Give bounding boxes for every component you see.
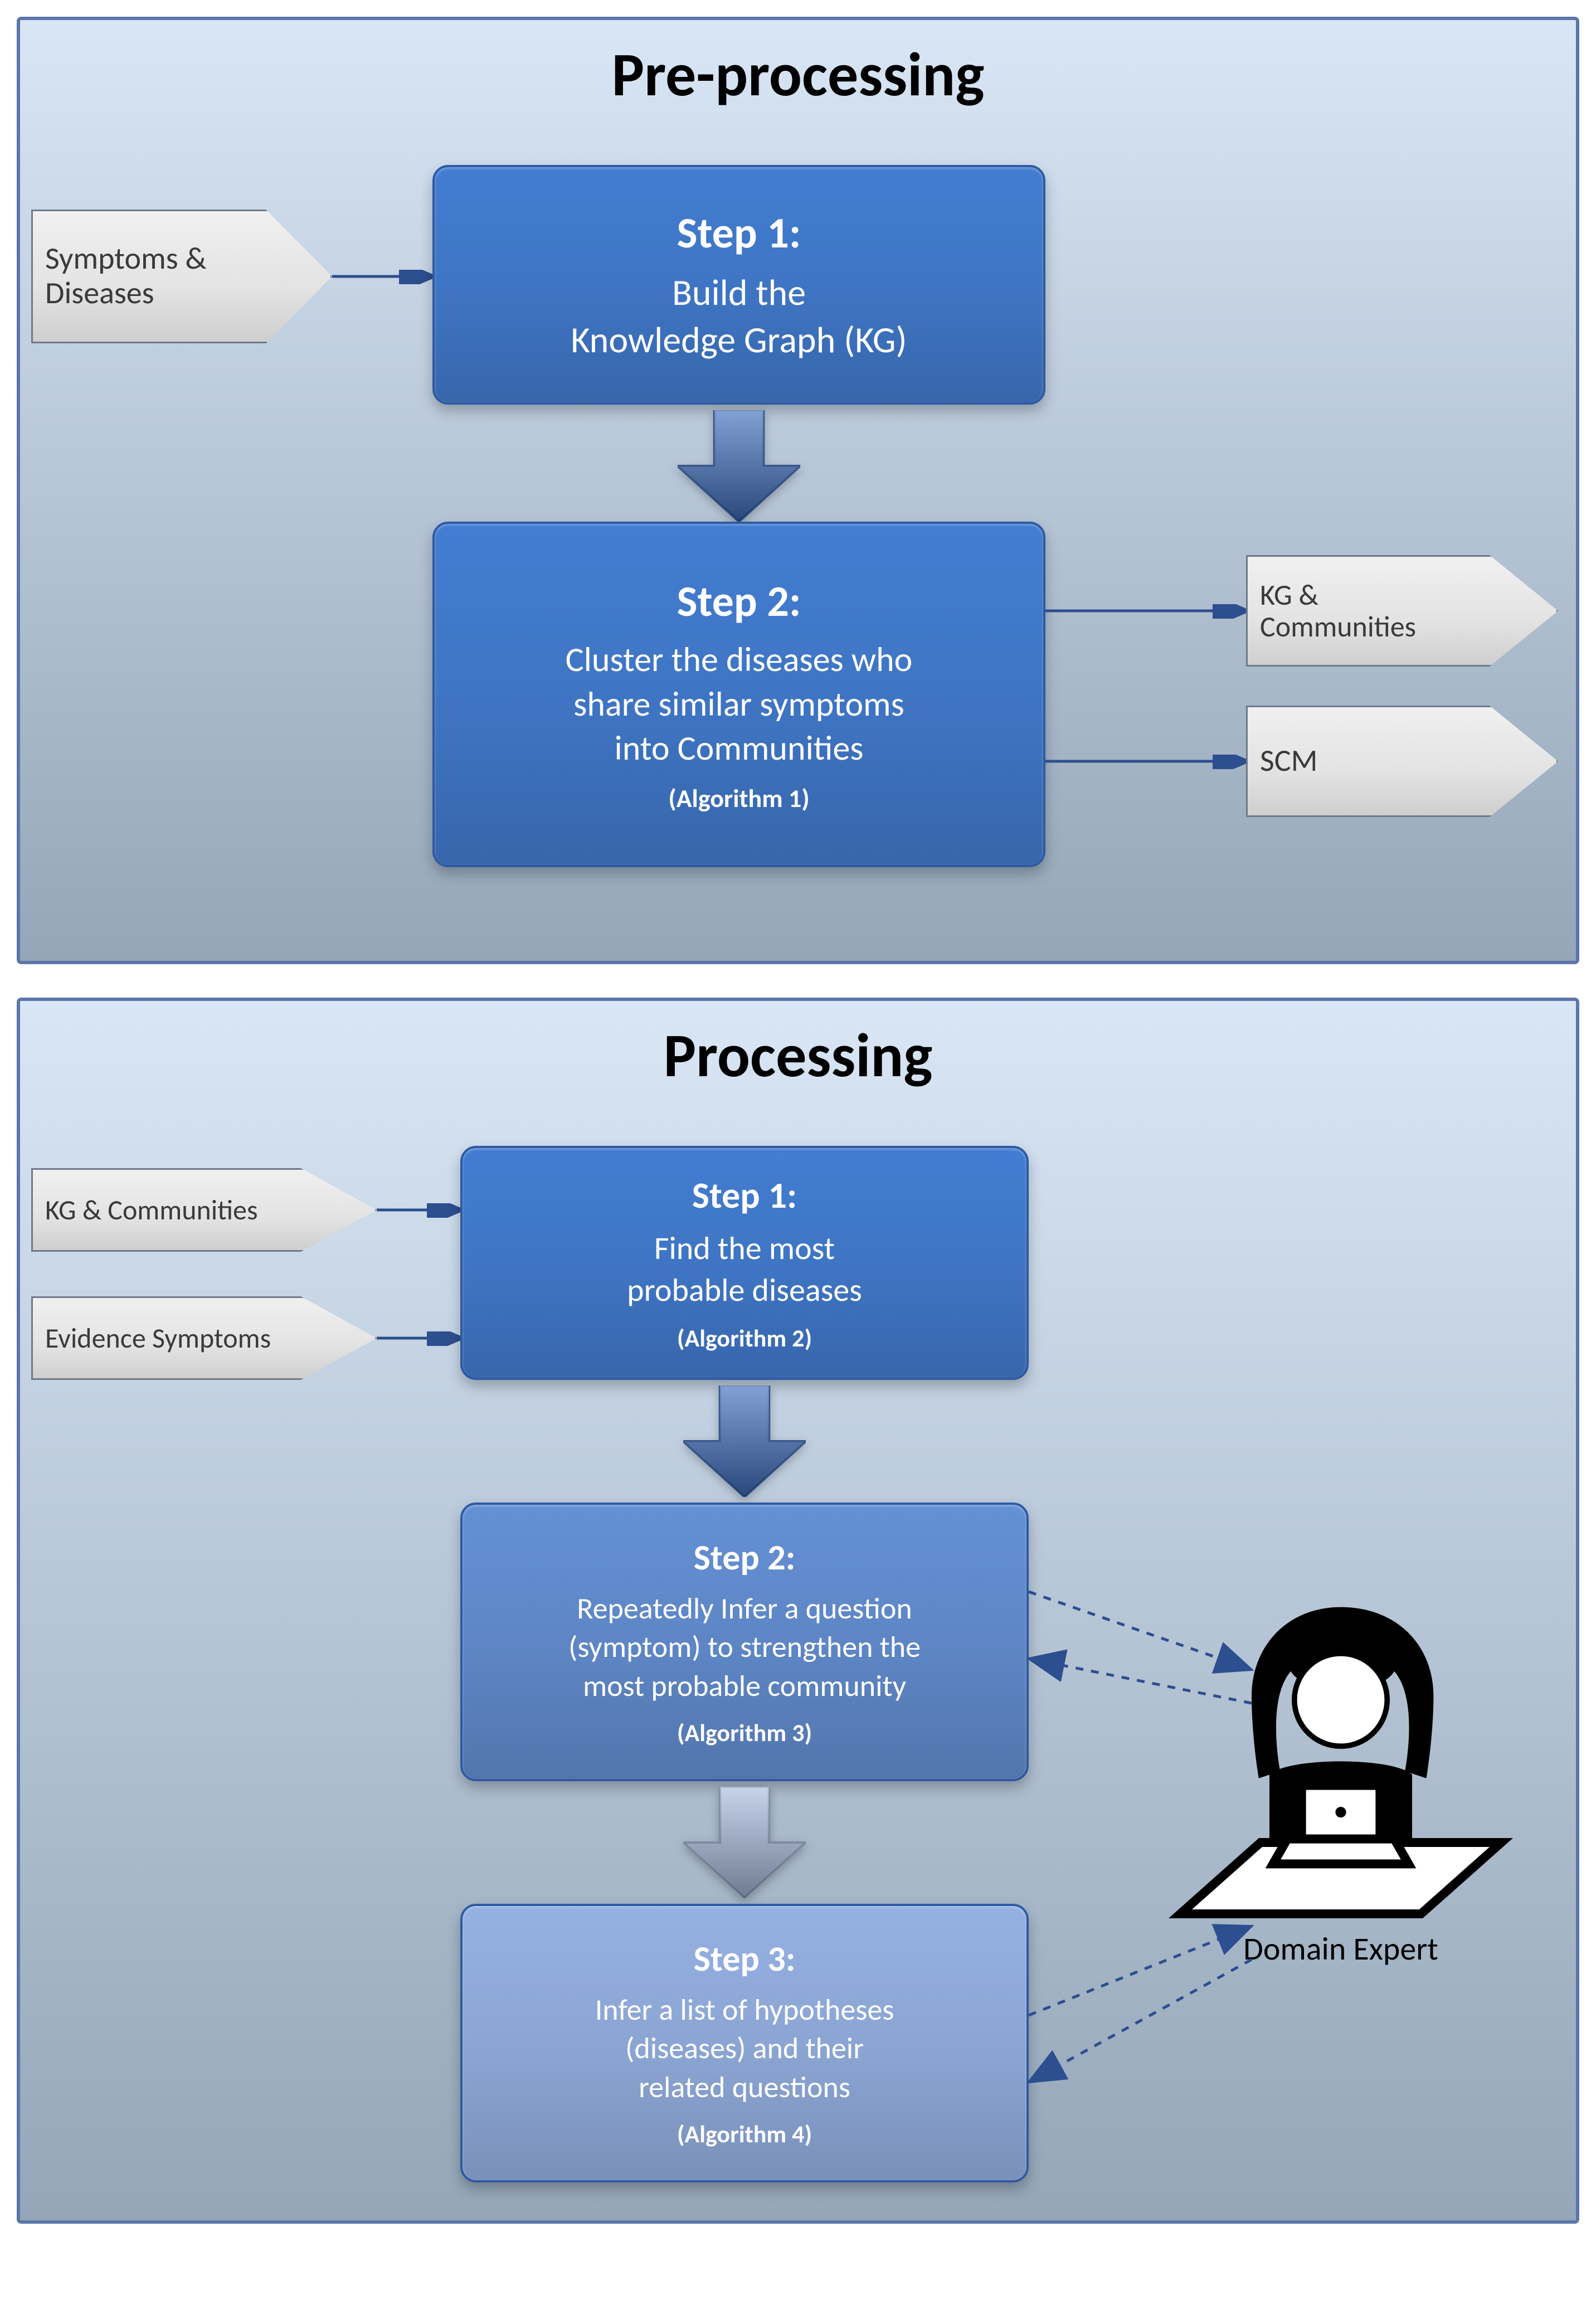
arrow-input-to-step1 [332,270,446,284]
input-symptoms-diseases: Symptoms &Diseases [31,210,332,343]
arrow-step2-to-kg [1045,604,1259,619]
output-scm: SCM [1246,706,1558,817]
pre-step1-body: Build theKnowledge Graph (KG) [571,269,907,363]
pre-step1-title: Step 1: [677,206,801,259]
pre-step2-title: Step 2: [677,575,801,628]
processing-panel: Processing KG & Communities Evidence Sym… [17,998,1579,2224]
pre-step2-box: Step 2: Cluster the diseases whoshare si… [432,522,1045,867]
arrow-step1-to-step2 [678,410,800,522]
pre-step1-box: Step 1: Build theKnowledge Graph (KG) [432,165,1045,405]
pre-step2-algo: (Algorithm 1) [668,783,809,814]
pre-step2-body: Cluster the diseases whoshare similar sy… [566,638,913,770]
preprocessing-panel: Pre-processing Symptoms &Diseases Step 1… [17,17,1579,964]
arrow-step2-to-scm [1045,755,1259,769]
preprocessing-title: Pre-processing [20,37,1576,112]
dotted-connectors [20,1001,1576,2220]
output-kg-communities-text: KG &Communities [1260,579,1416,643]
output-scm-text: SCM [1260,744,1317,779]
output-kg-communities: KG &Communities [1246,555,1558,667]
input-symptoms-diseases-text: Symptoms &Diseases [45,242,207,310]
